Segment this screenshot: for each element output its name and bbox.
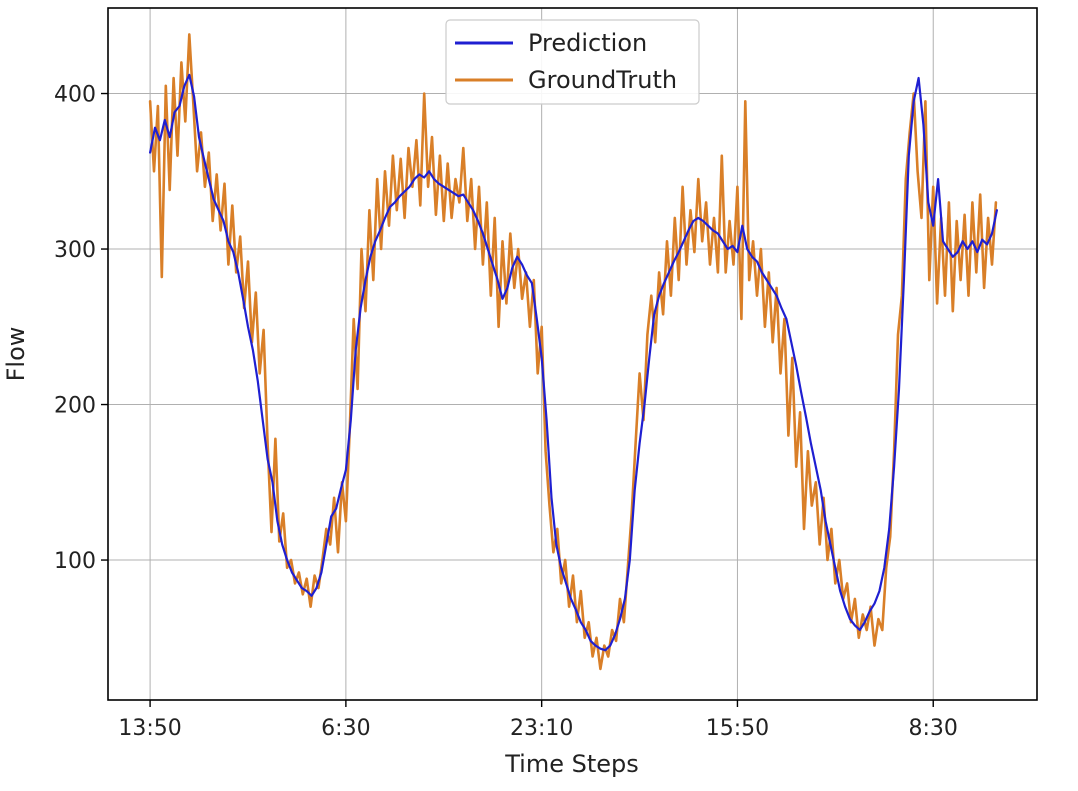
x-tick-label: 15:50 <box>706 716 769 741</box>
legend-label-groundtruth: GroundTruth <box>528 66 677 94</box>
x-tick-label: 6:30 <box>321 716 370 741</box>
y-tick-label: 300 <box>54 238 96 263</box>
x-axis: 13:50 6:30 23:10 15:50 8:30 <box>118 700 958 741</box>
grid-lines <box>108 8 1037 700</box>
y-axis: 100 200 300 400 <box>54 83 108 574</box>
x-axis-label: Time Steps <box>504 750 639 778</box>
legend-label-prediction: Prediction <box>528 29 647 57</box>
series-line-prediction <box>149 73 998 652</box>
x-tick-label: 13:50 <box>118 716 181 741</box>
legend: Prediction GroundTruth <box>445 19 700 105</box>
x-tick-label: 8:30 <box>909 716 958 741</box>
plot-frame <box>107 7 1038 701</box>
y-tick-label: 100 <box>54 549 96 574</box>
x-tick-label: 23:10 <box>510 716 573 741</box>
y-tick-label: 200 <box>54 394 96 419</box>
series-line-groundtruth <box>148 33 998 671</box>
y-tick-label: 400 <box>54 83 96 108</box>
plot-series <box>148 33 998 671</box>
legend-box <box>445 19 700 105</box>
y-axis-label: Flow <box>2 327 30 382</box>
